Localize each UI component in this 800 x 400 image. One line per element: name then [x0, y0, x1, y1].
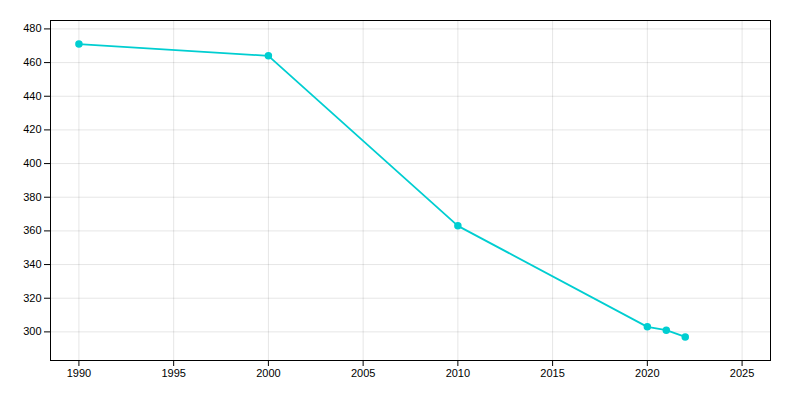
svg-text:320: 320	[23, 292, 41, 304]
svg-text:2010: 2010	[446, 367, 470, 379]
svg-text:380: 380	[23, 191, 41, 203]
svg-text:2000: 2000	[256, 367, 280, 379]
svg-text:480: 480	[23, 22, 41, 34]
svg-text:1995: 1995	[161, 367, 185, 379]
svg-text:1990: 1990	[67, 367, 91, 379]
svg-text:420: 420	[23, 123, 41, 135]
svg-text:340: 340	[23, 258, 41, 270]
svg-text:460: 460	[23, 56, 41, 68]
svg-text:400: 400	[23, 157, 41, 169]
svg-text:440: 440	[23, 90, 41, 102]
svg-text:2020: 2020	[635, 367, 659, 379]
svg-text:2005: 2005	[351, 367, 375, 379]
svg-text:2015: 2015	[540, 367, 564, 379]
svg-text:2025: 2025	[730, 367, 754, 379]
svg-text:360: 360	[23, 224, 41, 236]
svg-text:300: 300	[23, 325, 41, 337]
